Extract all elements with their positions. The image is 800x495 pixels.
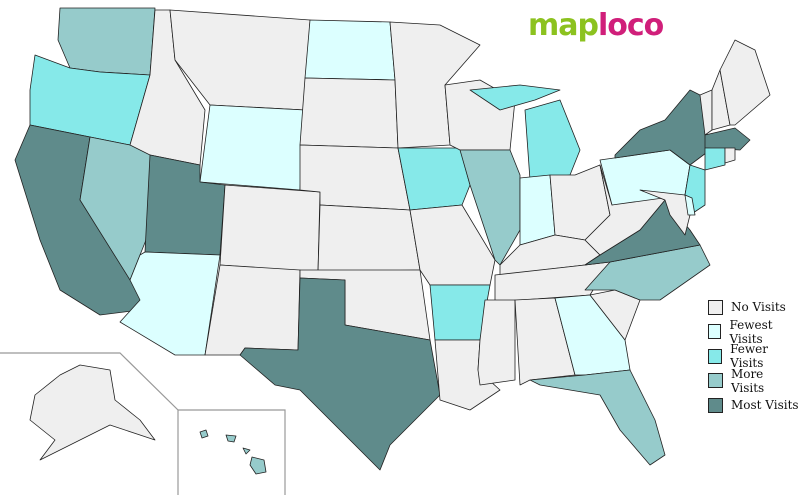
state-shape-mi[interactable] bbox=[469, 84, 561, 111]
state-sd[interactable] bbox=[299, 77, 399, 149]
state-ak[interactable] bbox=[29, 364, 156, 461]
state-tx[interactable] bbox=[239, 277, 441, 471]
state-shape-sd[interactable] bbox=[299, 77, 399, 149]
state-ia[interactable] bbox=[397, 147, 471, 211]
state-fl[interactable] bbox=[529, 369, 666, 466]
state-al[interactable] bbox=[514, 297, 576, 386]
state-co[interactable] bbox=[219, 184, 321, 273]
state-wy[interactable] bbox=[199, 104, 306, 191]
legend-item-fewer-visits: Fewer Visits bbox=[708, 342, 800, 370]
legend-swatch bbox=[708, 397, 723, 413]
state-nm[interactable] bbox=[204, 264, 301, 356]
state-de[interactable] bbox=[684, 194, 696, 216]
state-in[interactable] bbox=[519, 174, 556, 246]
state-shape-in[interactable] bbox=[519, 174, 556, 246]
state-shape-nm[interactable] bbox=[204, 264, 301, 356]
state-shape-co[interactable] bbox=[219, 184, 321, 273]
legend-swatch bbox=[708, 324, 722, 340]
legend-item-no-visits: No Visits bbox=[708, 295, 800, 320]
state-shape-de[interactable] bbox=[684, 194, 696, 216]
state-shape-ms[interactable] bbox=[477, 299, 516, 386]
state-ms[interactable] bbox=[477, 299, 516, 386]
state-ri[interactable] bbox=[724, 147, 736, 164]
state-nd[interactable] bbox=[304, 19, 396, 81]
legend-item-most-visits: Most Visits bbox=[708, 393, 800, 418]
legend-swatch bbox=[708, 373, 723, 389]
state-ct[interactable] bbox=[704, 147, 726, 171]
legend-swatch bbox=[708, 348, 723, 364]
maploco-logo: maploco bbox=[528, 8, 664, 43]
state-shape-ks[interactable] bbox=[317, 204, 421, 273]
state-shape-hi[interactable] bbox=[242, 447, 251, 455]
state-shape-ak[interactable] bbox=[29, 364, 156, 461]
state-shape-nd[interactable] bbox=[304, 19, 396, 81]
state-shape-wa[interactable] bbox=[57, 7, 156, 76]
state-ks[interactable] bbox=[317, 204, 421, 273]
state-hi[interactable] bbox=[199, 429, 267, 475]
state-shape-tx[interactable] bbox=[239, 277, 441, 471]
state-mi[interactable] bbox=[469, 84, 581, 181]
state-shape-ia[interactable] bbox=[397, 147, 471, 211]
legend-item-fewest-visits: Fewest Visits bbox=[708, 318, 800, 346]
legend: No Visits Fewest Visits Fewer Visits Mor… bbox=[708, 295, 800, 418]
state-shape-wy[interactable] bbox=[199, 104, 306, 191]
state-shape-me[interactable] bbox=[719, 39, 771, 126]
state-shape-hi[interactable] bbox=[249, 456, 267, 475]
state-me[interactable] bbox=[719, 39, 771, 126]
state-shape-ri[interactable] bbox=[724, 147, 736, 164]
state-wa[interactable] bbox=[57, 7, 156, 76]
state-shape-ma[interactable] bbox=[704, 127, 751, 151]
state-shape-az[interactable] bbox=[119, 251, 221, 356]
state-shape-hi[interactable] bbox=[225, 434, 237, 443]
state-az[interactable] bbox=[119, 251, 221, 356]
state-shape-mi[interactable] bbox=[524, 99, 581, 181]
state-shape-il[interactable] bbox=[459, 149, 521, 266]
state-shape-al[interactable] bbox=[514, 297, 576, 386]
state-shape-hi[interactable] bbox=[199, 429, 209, 439]
state-ma[interactable] bbox=[704, 127, 751, 151]
state-shape-fl[interactable] bbox=[529, 369, 666, 466]
legend-swatch bbox=[708, 299, 723, 315]
state-shape-ct[interactable] bbox=[704, 147, 726, 171]
legend-item-more-visits: More Visits bbox=[708, 367, 800, 395]
inset-borders bbox=[0, 352, 286, 495]
state-il[interactable] bbox=[459, 149, 521, 266]
